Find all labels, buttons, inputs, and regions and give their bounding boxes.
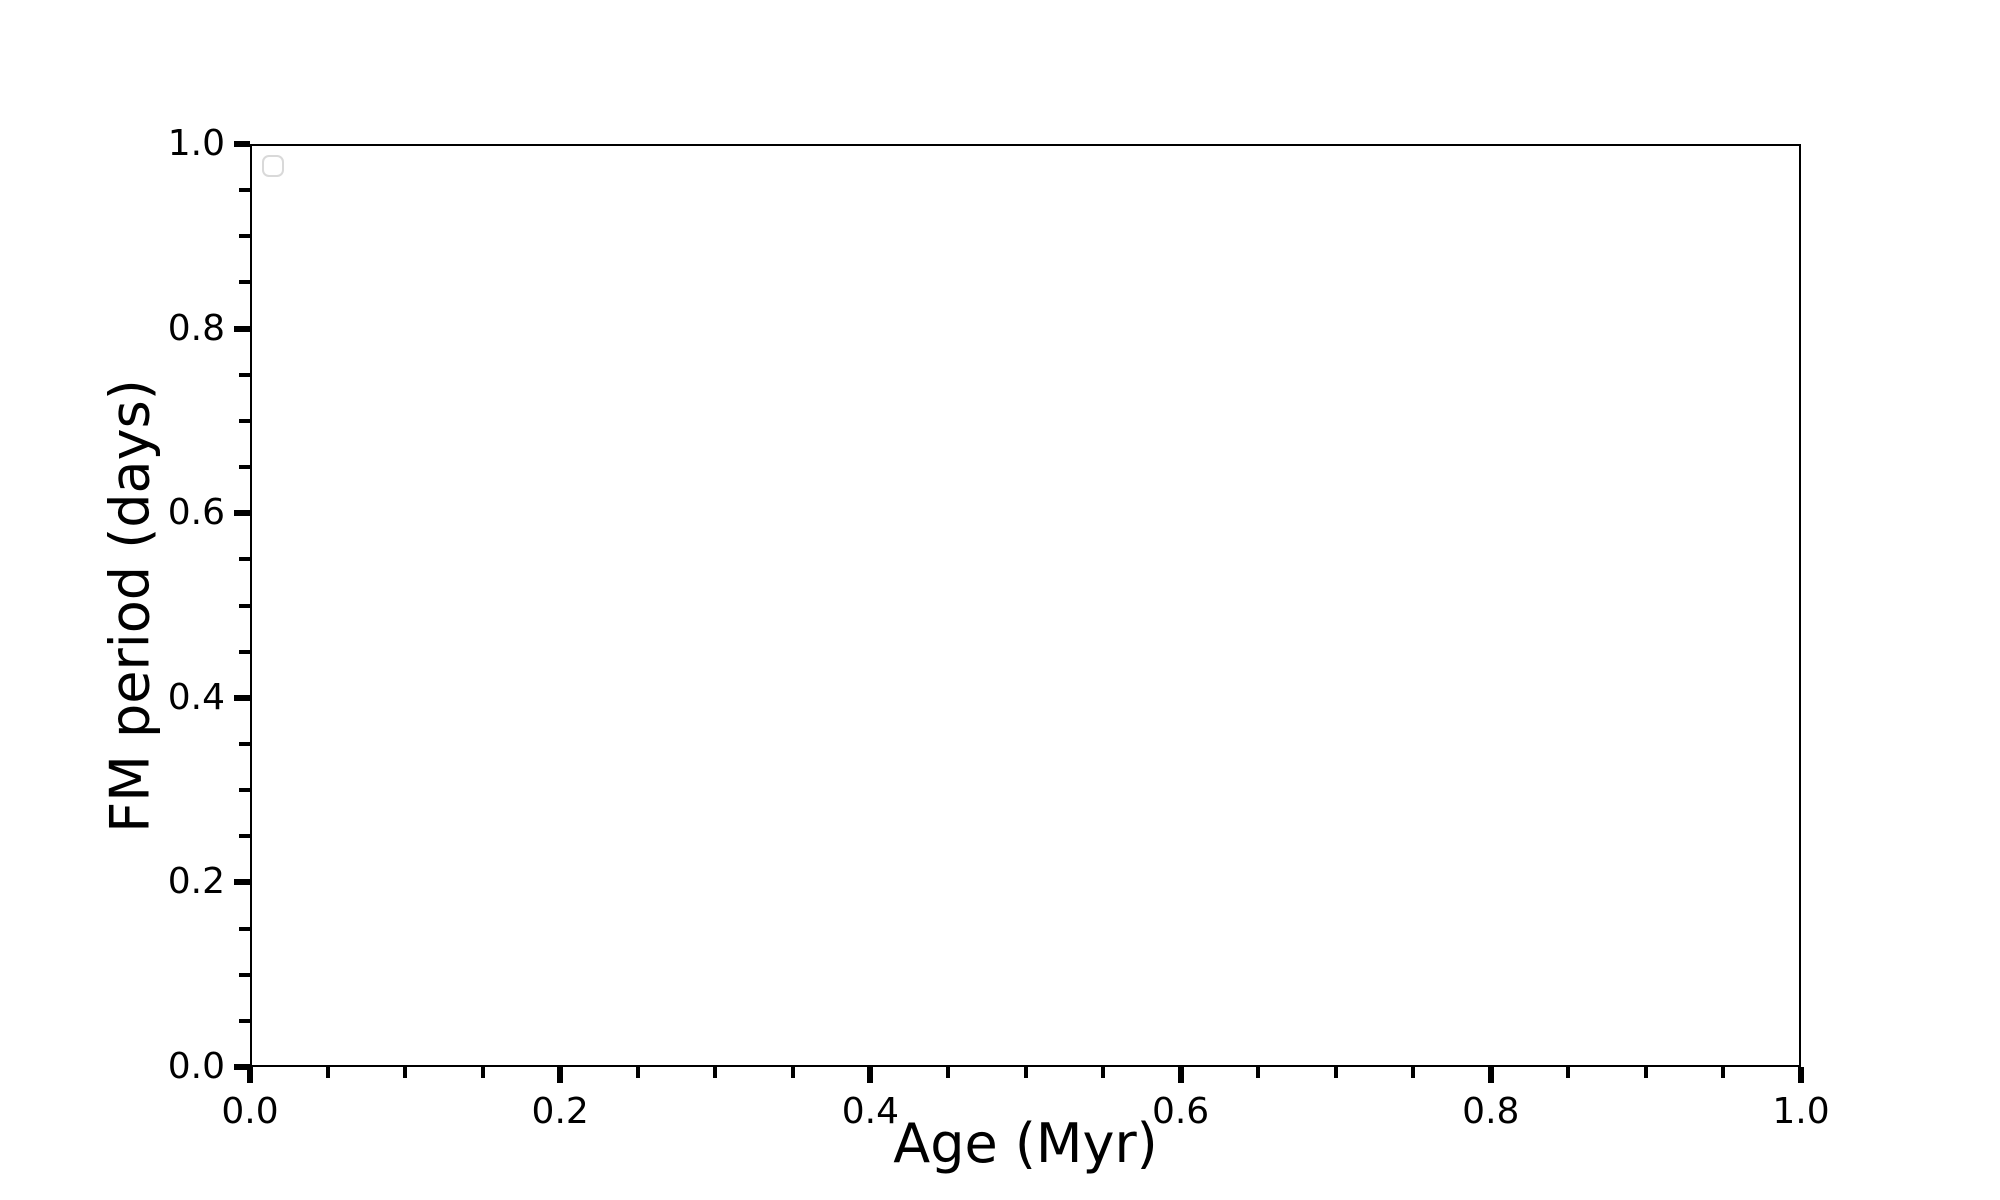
y-minor-tick (239, 926, 250, 931)
y-major-tick (234, 694, 250, 701)
y-major-tick (234, 325, 250, 332)
plot-area (250, 144, 1801, 1067)
x-major-tick (1798, 1067, 1804, 1083)
x-minor-tick (480, 1067, 485, 1078)
x-minor-tick (1101, 1067, 1106, 1078)
x-minor-tick (403, 1067, 408, 1078)
y-minor-tick (239, 788, 250, 793)
x-minor-tick (1333, 1067, 1338, 1078)
y-minor-tick (239, 234, 250, 239)
y-minor-tick (239, 557, 250, 562)
y-major-tick (234, 141, 250, 147)
x-tick-label: 0.4 (841, 1091, 900, 1132)
x-minor-tick (1643, 1067, 1648, 1078)
x-tick-label: 0.2 (531, 1091, 589, 1132)
x-minor-tick (1721, 1067, 1726, 1078)
x-major-tick (247, 1067, 253, 1083)
legend (262, 155, 284, 177)
x-minor-tick (325, 1067, 330, 1078)
x-minor-tick (1566, 1067, 1571, 1078)
y-minor-tick (239, 418, 250, 423)
y-minor-tick (239, 649, 250, 654)
y-minor-tick (239, 603, 250, 608)
x-minor-tick (713, 1067, 718, 1078)
x-minor-tick (1023, 1067, 1028, 1078)
y-tick-label: 0.4 (167, 676, 225, 718)
x-major-tick (1177, 1067, 1184, 1083)
y-axis-title: FM period (days) (98, 379, 162, 833)
x-minor-tick (945, 1067, 950, 1078)
y-major-tick (234, 1064, 250, 1070)
x-minor-tick (790, 1067, 795, 1078)
y-major-tick (234, 879, 250, 886)
y-major-tick (234, 510, 250, 517)
x-major-tick (557, 1067, 564, 1083)
y-minor-tick (239, 280, 250, 285)
y-minor-tick (239, 972, 250, 977)
x-tick-label: 0.8 (1462, 1091, 1520, 1132)
x-major-tick (867, 1067, 874, 1083)
x-minor-tick (1256, 1067, 1261, 1078)
x-major-tick (1487, 1067, 1494, 1083)
y-tick-label: 0.2 (167, 861, 225, 903)
y-minor-tick (239, 188, 250, 193)
y-tick-label: 0.6 (167, 492, 225, 534)
x-minor-tick (635, 1067, 640, 1078)
x-tick-label: 1.0 (1772, 1091, 1830, 1132)
x-tick-label: 0.6 (1151, 1091, 1210, 1132)
y-minor-tick (239, 1018, 250, 1023)
y-minor-tick (239, 834, 250, 839)
y-tick-label: 0.0 (167, 1046, 225, 1087)
y-minor-tick (239, 741, 250, 746)
y-tick-label: 0.8 (167, 307, 225, 349)
x-axis-title: Age (Myr) (893, 1112, 1158, 1175)
x-tick-label: 0.0 (221, 1091, 279, 1132)
y-minor-tick (239, 465, 250, 470)
y-tick-label: 1.0 (167, 123, 225, 164)
y-minor-tick (239, 372, 250, 377)
x-minor-tick (1411, 1067, 1416, 1078)
